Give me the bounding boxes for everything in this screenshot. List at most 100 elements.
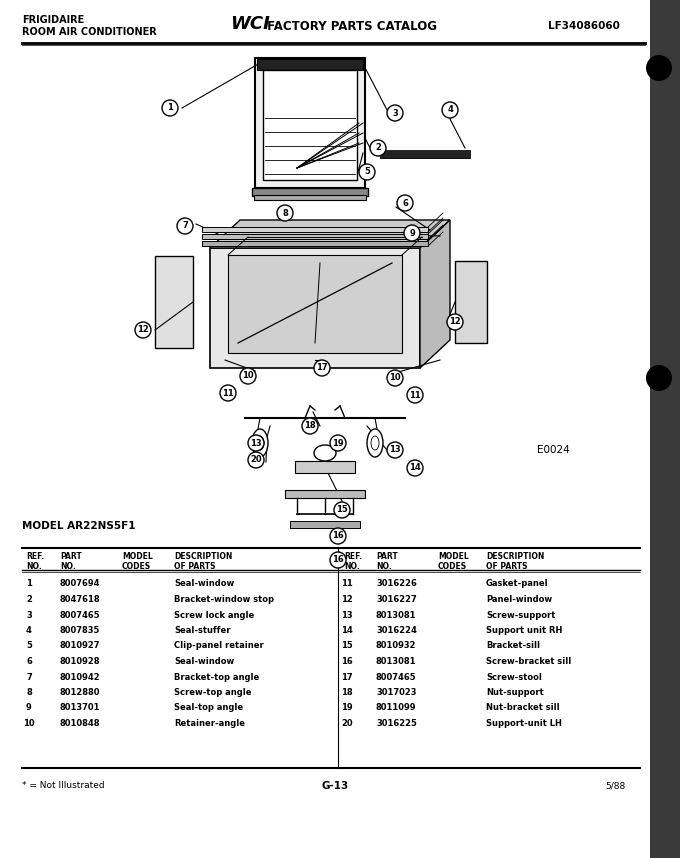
Text: ROOM AIR CONDITIONER: ROOM AIR CONDITIONER	[22, 27, 157, 37]
Text: 12: 12	[449, 317, 461, 327]
Bar	[650, 0, 680, 858]
Text: 14: 14	[341, 626, 353, 635]
Text: 3: 3	[392, 108, 398, 118]
Text: G-13: G-13	[322, 781, 349, 791]
Polygon shape	[420, 220, 450, 368]
Circle shape	[407, 460, 423, 476]
Text: 13: 13	[341, 611, 353, 619]
Text: 20: 20	[250, 456, 262, 464]
Text: 8011099: 8011099	[376, 704, 416, 712]
Ellipse shape	[252, 429, 268, 457]
Text: 19: 19	[333, 438, 344, 448]
Circle shape	[442, 102, 458, 118]
Text: Screw lock angle: Screw lock angle	[174, 611, 254, 619]
Text: Seal-window: Seal-window	[174, 579, 234, 589]
Circle shape	[387, 370, 403, 386]
Bar	[228, 255, 402, 353]
Text: 8013701: 8013701	[60, 704, 101, 712]
Text: 8007465: 8007465	[60, 611, 101, 619]
Text: 17: 17	[316, 364, 328, 372]
Text: 12: 12	[137, 325, 149, 335]
Text: 8: 8	[282, 208, 288, 217]
Text: REF.
NO.: REF. NO.	[344, 552, 362, 571]
Text: 12: 12	[341, 595, 353, 604]
Bar	[210, 248, 420, 368]
Text: * = Not Illustrated: * = Not Illustrated	[22, 782, 105, 790]
Text: 14: 14	[409, 463, 421, 473]
Bar	[155, 256, 193, 348]
Circle shape	[330, 552, 346, 568]
Text: Seal-stuffer: Seal-stuffer	[174, 626, 231, 635]
Text: 17: 17	[341, 673, 353, 681]
Text: 8013081: 8013081	[376, 611, 416, 619]
Text: REF.
NO.: REF. NO.	[26, 552, 44, 571]
Bar	[290, 521, 360, 528]
Circle shape	[314, 360, 330, 376]
Circle shape	[330, 528, 346, 544]
Circle shape	[387, 442, 403, 458]
Text: 6: 6	[26, 657, 32, 666]
Text: E0024: E0024	[537, 445, 570, 455]
Polygon shape	[210, 220, 450, 248]
Text: Support-unit LH: Support-unit LH	[486, 719, 562, 728]
Text: 3016226: 3016226	[376, 579, 417, 589]
Bar	[202, 227, 428, 232]
Text: 13: 13	[389, 445, 401, 455]
Text: Nut-bracket sill: Nut-bracket sill	[486, 704, 560, 712]
Text: Nut-support: Nut-support	[486, 688, 544, 697]
Text: 19: 19	[341, 704, 353, 712]
Text: 4: 4	[26, 626, 32, 635]
Circle shape	[330, 435, 346, 451]
Bar	[255, 58, 365, 188]
Text: 8010927: 8010927	[60, 642, 101, 650]
Bar	[285, 490, 365, 498]
Text: 10: 10	[242, 372, 254, 380]
Text: 16: 16	[332, 531, 344, 541]
Text: 11: 11	[409, 390, 421, 400]
Text: Bracket-sill: Bracket-sill	[486, 642, 540, 650]
Text: 15: 15	[336, 505, 348, 515]
Text: 8047618: 8047618	[60, 595, 101, 604]
Text: MODEL
CODES: MODEL CODES	[122, 552, 153, 571]
Bar	[202, 241, 428, 246]
Text: Screw-top angle: Screw-top angle	[174, 688, 252, 697]
Text: PART
NO.: PART NO.	[60, 552, 82, 571]
Text: Support unit RH: Support unit RH	[486, 626, 562, 635]
Text: 8007465: 8007465	[376, 673, 417, 681]
Text: 5: 5	[364, 167, 370, 177]
Ellipse shape	[367, 429, 383, 457]
Text: Seal-top angle: Seal-top angle	[174, 704, 243, 712]
Text: 15: 15	[341, 642, 353, 650]
Circle shape	[302, 418, 318, 434]
Text: 18: 18	[341, 688, 353, 697]
Text: 16: 16	[341, 657, 353, 666]
Bar	[455, 261, 487, 343]
Circle shape	[248, 435, 264, 451]
Text: 18: 18	[304, 421, 316, 431]
Text: 5/88: 5/88	[605, 782, 625, 790]
Circle shape	[220, 385, 236, 401]
Text: 1: 1	[26, 579, 32, 589]
Circle shape	[387, 105, 403, 121]
Text: FRIGIDAIRE: FRIGIDAIRE	[22, 15, 84, 25]
Text: Screw-support: Screw-support	[486, 611, 556, 619]
Text: 10: 10	[23, 719, 35, 728]
Bar	[263, 70, 357, 180]
Circle shape	[162, 100, 178, 116]
Text: PART
NO.: PART NO.	[376, 552, 398, 571]
Circle shape	[248, 452, 264, 468]
Text: Screw-bracket sill: Screw-bracket sill	[486, 657, 571, 666]
Text: LF34086060: LF34086060	[548, 21, 620, 31]
Ellipse shape	[314, 445, 336, 461]
Text: 11: 11	[222, 389, 234, 397]
Text: 3016224: 3016224	[376, 626, 417, 635]
Text: 9: 9	[26, 704, 32, 712]
Bar	[257, 59, 363, 70]
Text: 8012880: 8012880	[60, 688, 101, 697]
Text: 7: 7	[182, 221, 188, 231]
Text: 4: 4	[447, 106, 453, 114]
Text: Gasket-panel: Gasket-panel	[486, 579, 549, 589]
Circle shape	[334, 502, 350, 518]
Circle shape	[397, 195, 413, 211]
Text: 16: 16	[332, 555, 344, 565]
